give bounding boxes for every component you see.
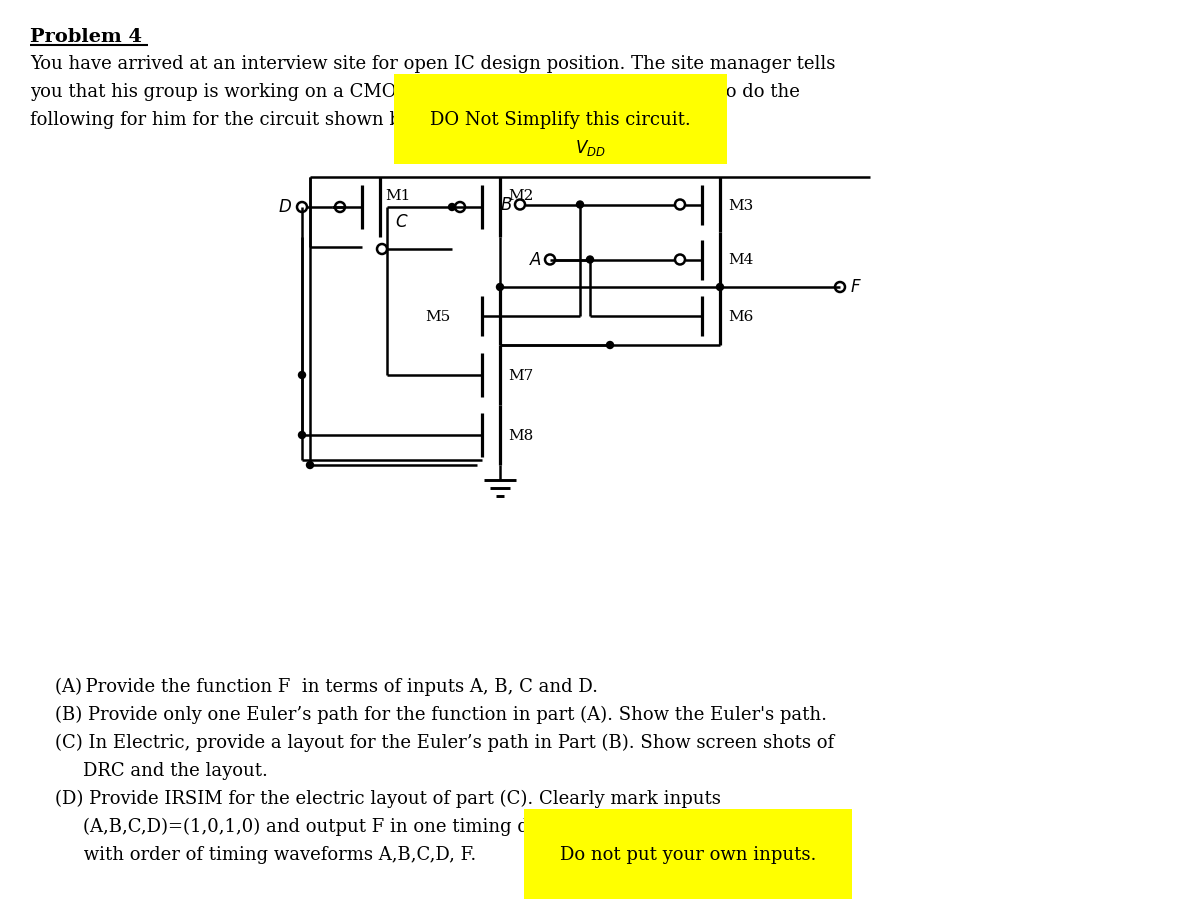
Text: (A) Provide the function F  in terms of inputs A, B, C and D.: (A) Provide the function F in terms of i… — [55, 677, 598, 696]
Circle shape — [299, 372, 306, 379]
Text: $C$: $C$ — [395, 214, 408, 231]
Text: Problem 4: Problem 4 — [30, 28, 142, 46]
Text: (D) Provide IRSIM for the electric layout of part (C). Clearly mark inputs: (D) Provide IRSIM for the electric layou… — [55, 789, 721, 808]
Circle shape — [306, 462, 313, 469]
Text: with order of timing waveforms A,B,C,D, F.: with order of timing waveforms A,B,C,D, … — [55, 845, 482, 863]
Text: $V_{DD}$: $V_{DD}$ — [575, 138, 605, 158]
Text: $D$: $D$ — [278, 199, 292, 216]
Circle shape — [299, 432, 306, 439]
Text: you that his group is working on a CMOS circuit design. He has asked you to do t: you that his group is working on a CMOS … — [30, 83, 800, 101]
Text: M2: M2 — [508, 188, 533, 203]
Text: M3: M3 — [728, 199, 754, 212]
Text: Do not put your own inputs.: Do not put your own inputs. — [560, 845, 816, 863]
Text: M4: M4 — [728, 254, 754, 267]
Text: $A$: $A$ — [529, 252, 542, 268]
Text: M6: M6 — [728, 310, 754, 323]
Text: M8: M8 — [508, 428, 533, 443]
Text: following for him for the circuit shown below.: following for him for the circuit shown … — [30, 111, 454, 129]
Text: $F$: $F$ — [850, 279, 862, 296]
Text: (B) Provide only one Euler’s path for the function in part (A). Show the Euler's: (B) Provide only one Euler’s path for th… — [55, 705, 827, 723]
Text: M5: M5 — [425, 310, 450, 323]
Circle shape — [716, 284, 724, 291]
Text: You have arrived at an interview site for open IC design position. The site mana: You have arrived at an interview site fo… — [30, 55, 835, 73]
Circle shape — [606, 342, 613, 349]
Text: DO Not Simplify this circuit.: DO Not Simplify this circuit. — [430, 111, 691, 129]
Text: M7: M7 — [508, 369, 533, 382]
Text: M1: M1 — [385, 188, 410, 203]
Text: (A,B,C,D)=(1,0,1,0) and output F in one timing diagram from the top to bottom: (A,B,C,D)=(1,0,1,0) and output F in one … — [83, 817, 808, 835]
Text: DRC and the layout.: DRC and the layout. — [83, 761, 268, 779]
Circle shape — [497, 284, 504, 291]
Text: (C) In Electric, provide a layout for the Euler’s path in Part (B). Show screen : (C) In Electric, provide a layout for th… — [55, 733, 834, 752]
Circle shape — [587, 256, 594, 264]
Circle shape — [449, 204, 456, 211]
Text: $B$: $B$ — [499, 197, 512, 214]
Circle shape — [576, 202, 583, 209]
